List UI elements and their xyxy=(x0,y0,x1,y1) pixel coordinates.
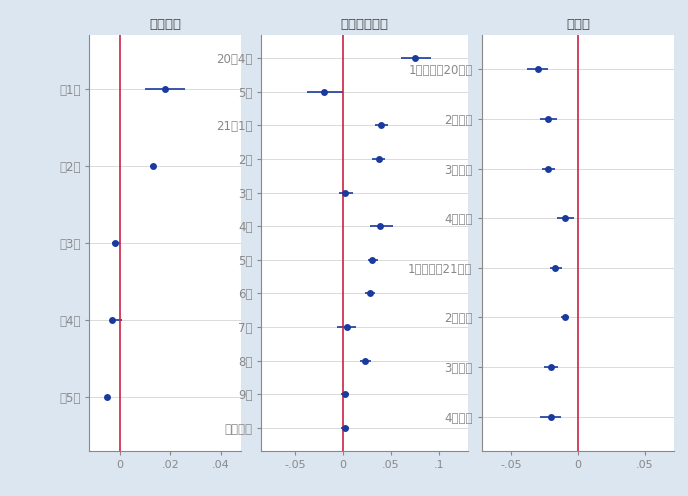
Title: 紧急事態宣言: 紧急事態宣言 xyxy=(341,18,389,31)
Title: 宣言後: 宣言後 xyxy=(566,18,590,31)
Title: 感染者数: 感染者数 xyxy=(149,18,181,31)
